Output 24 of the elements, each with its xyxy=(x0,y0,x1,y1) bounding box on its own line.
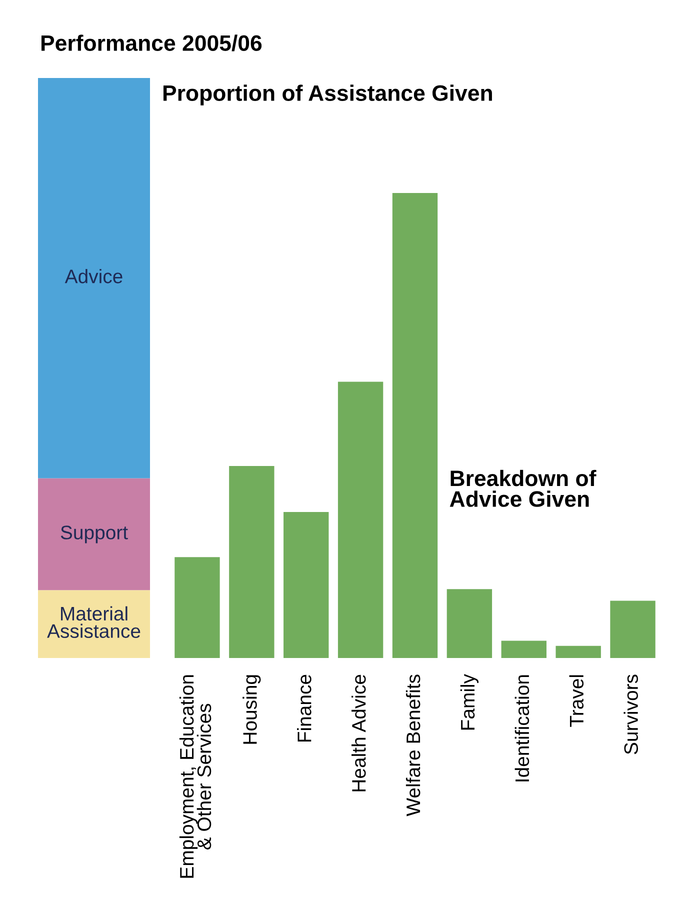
bar xyxy=(556,646,601,658)
series-label: Support xyxy=(60,526,128,544)
bar xyxy=(284,512,329,658)
bar xyxy=(501,640,546,658)
x-tick-label: Employment, Education & Other Services xyxy=(179,675,212,878)
bar xyxy=(610,600,656,658)
bar xyxy=(446,589,492,658)
chart-subtitle: Proportion of Assistance Given xyxy=(163,84,492,106)
bar xyxy=(229,466,274,658)
x-tick-label: Welfare Benefits xyxy=(406,674,420,816)
bar xyxy=(338,382,384,658)
series-label: Advice xyxy=(64,269,122,284)
chart-title: Performance 2005/06 xyxy=(41,34,262,52)
x-tick-label: Housing xyxy=(242,675,261,744)
bar xyxy=(174,557,220,658)
series-label: Material Assistance xyxy=(47,606,140,638)
x-tick-label: Family xyxy=(460,674,479,730)
text: Breakdown of Advice Given xyxy=(450,470,596,507)
x-tick-label: Finance xyxy=(297,674,312,742)
x-tick-label: Identification xyxy=(514,675,530,782)
x-tick-label: Travel xyxy=(569,675,584,727)
bar xyxy=(392,193,438,658)
x-tick-label: Health Advice xyxy=(351,674,366,792)
x-tick-label: Survivors xyxy=(624,674,638,754)
